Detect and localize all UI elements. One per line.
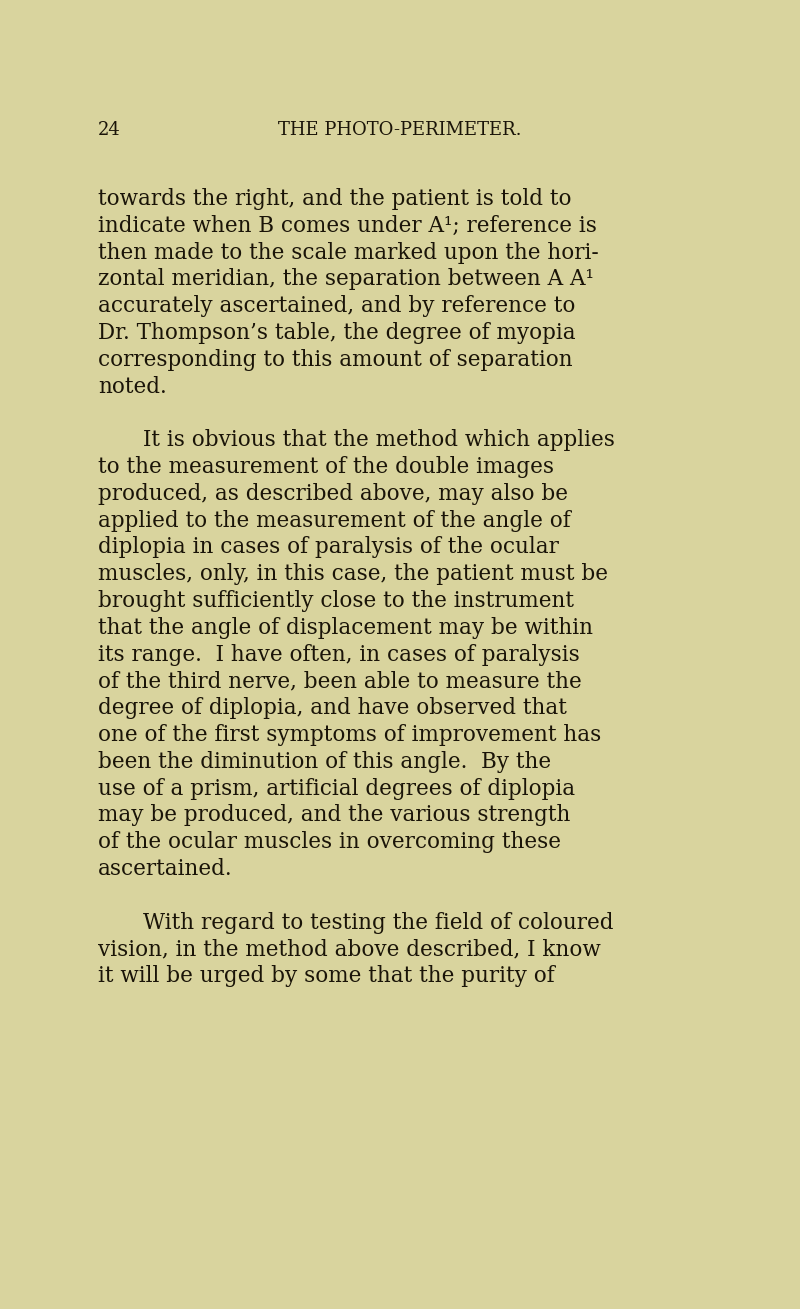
Text: Dr. Thompson’s table, the degree of myopia: Dr. Thompson’s table, the degree of myop… bbox=[98, 322, 576, 344]
Text: muscles, only, in this case, the patient must be: muscles, only, in this case, the patient… bbox=[98, 563, 608, 585]
Text: of the third nerve, been able to measure the: of the third nerve, been able to measure… bbox=[98, 670, 582, 692]
Text: indicate when B comes under A¹; reference is: indicate when B comes under A¹; referenc… bbox=[98, 215, 597, 237]
Text: accurately ascertained, and by reference to: accurately ascertained, and by reference… bbox=[98, 296, 575, 317]
Text: then made to the scale marked upon the hori-: then made to the scale marked upon the h… bbox=[98, 242, 598, 263]
Text: its range.  I have often, in cases of paralysis: its range. I have often, in cases of par… bbox=[98, 644, 580, 665]
Text: brought sufficiently close to the instrument: brought sufficiently close to the instru… bbox=[98, 590, 574, 613]
Text: one of the first symptoms of improvement has: one of the first symptoms of improvement… bbox=[98, 724, 602, 746]
Text: produced, as described above, may also be: produced, as described above, may also b… bbox=[98, 483, 568, 505]
Text: to the measurement of the double images: to the measurement of the double images bbox=[98, 456, 554, 478]
Text: zontal meridian, the separation between A A¹: zontal meridian, the separation between … bbox=[98, 268, 594, 291]
Text: noted.: noted. bbox=[98, 376, 166, 398]
Text: been the diminution of this angle.  By the: been the diminution of this angle. By th… bbox=[98, 751, 551, 772]
Text: applied to the measurement of the angle of: applied to the measurement of the angle … bbox=[98, 509, 570, 531]
Text: it will be urged by some that the purity of: it will be urged by some that the purity… bbox=[98, 965, 554, 987]
Text: that the angle of displacement may be within: that the angle of displacement may be wi… bbox=[98, 617, 593, 639]
Text: diplopia in cases of paralysis of the ocular: diplopia in cases of paralysis of the oc… bbox=[98, 537, 559, 559]
Text: degree of diplopia, and have observed that: degree of diplopia, and have observed th… bbox=[98, 698, 567, 719]
Text: use of a prism, artificial degrees of diplopia: use of a prism, artificial degrees of di… bbox=[98, 778, 575, 800]
Text: With regard to testing the field of coloured: With regard to testing the field of colo… bbox=[143, 911, 614, 933]
Text: ascertained.: ascertained. bbox=[98, 857, 233, 880]
Text: It is obvious that the method which applies: It is obvious that the method which appl… bbox=[143, 429, 615, 452]
Text: 24: 24 bbox=[98, 120, 121, 139]
Text: towards the right, and the patient is told to: towards the right, and the patient is to… bbox=[98, 188, 571, 209]
Text: vision, in the method above described, I know: vision, in the method above described, I… bbox=[98, 939, 601, 961]
Text: of the ocular muscles in overcoming these: of the ocular muscles in overcoming thes… bbox=[98, 831, 561, 853]
Text: may be produced, and the various strength: may be produced, and the various strengt… bbox=[98, 805, 570, 826]
Text: corresponding to this amount of separation: corresponding to this amount of separati… bbox=[98, 348, 573, 370]
Text: THE PHOTO-PERIMETER.: THE PHOTO-PERIMETER. bbox=[278, 120, 522, 139]
